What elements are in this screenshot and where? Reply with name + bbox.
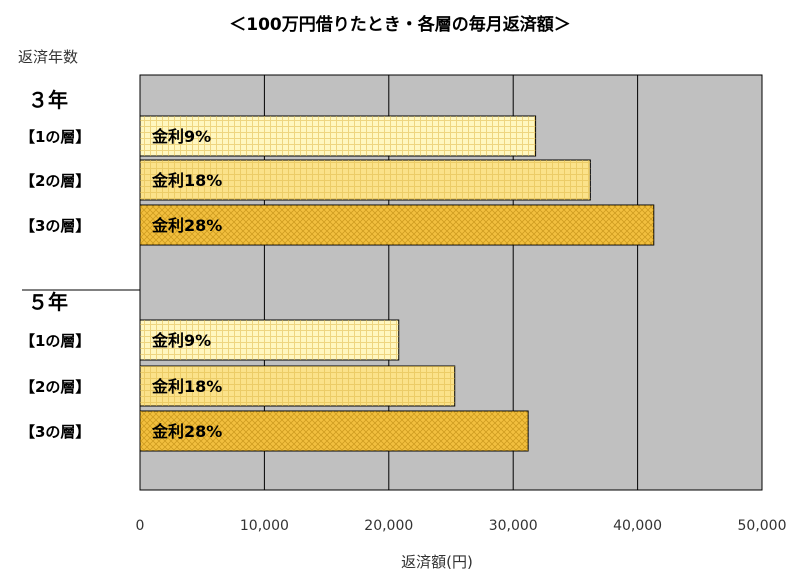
x-tick-label: 20,000 bbox=[364, 518, 413, 534]
x-tick-labels: 0 10,000 20,000 30,000 40,000 50,000 bbox=[136, 518, 787, 534]
x-tick-label: 30,000 bbox=[489, 518, 538, 534]
category-label: 【2の層】 bbox=[20, 378, 90, 396]
chart-title: ＜100万円借りたとき・各層の毎月返済額＞ bbox=[229, 14, 571, 35]
x-tick-label: 0 bbox=[136, 518, 145, 534]
bar-pattern bbox=[140, 366, 455, 406]
category-label: 【3の層】 bbox=[20, 217, 90, 235]
x-axis-title: 返済額(円) bbox=[401, 553, 473, 571]
bar-label: 金利28% bbox=[151, 216, 222, 235]
bar-label: 金利28% bbox=[151, 422, 222, 441]
category-label: 【3の層】 bbox=[20, 423, 90, 441]
bar-groups: ３年金利9%【1の層】金利18%【2の層】金利28%【3の層】５年金利9%【1の… bbox=[20, 88, 655, 452]
bar-label: 金利18% bbox=[151, 171, 222, 190]
category-label: 【1の層】 bbox=[20, 128, 90, 146]
x-tick-label: 40,000 bbox=[613, 518, 662, 534]
bar-label: 金利18% bbox=[151, 377, 222, 396]
bar-pattern bbox=[140, 116, 536, 156]
bar-label: 金利9% bbox=[151, 331, 211, 350]
bar-pattern bbox=[140, 320, 399, 360]
x-tick-label: 10,000 bbox=[240, 518, 289, 534]
bar-pattern bbox=[140, 160, 591, 200]
category-label: 【1の層】 bbox=[20, 332, 90, 350]
x-tick-label: 50,000 bbox=[738, 518, 787, 534]
group-label: ５年 bbox=[28, 290, 68, 314]
bar-pattern bbox=[140, 411, 529, 451]
bar-pattern bbox=[140, 205, 654, 245]
group-label: ３年 bbox=[28, 88, 68, 112]
bar-label: 金利9% bbox=[151, 127, 211, 146]
y-axis-title: 返済年数 bbox=[18, 48, 78, 66]
category-label: 【2の層】 bbox=[20, 172, 90, 190]
